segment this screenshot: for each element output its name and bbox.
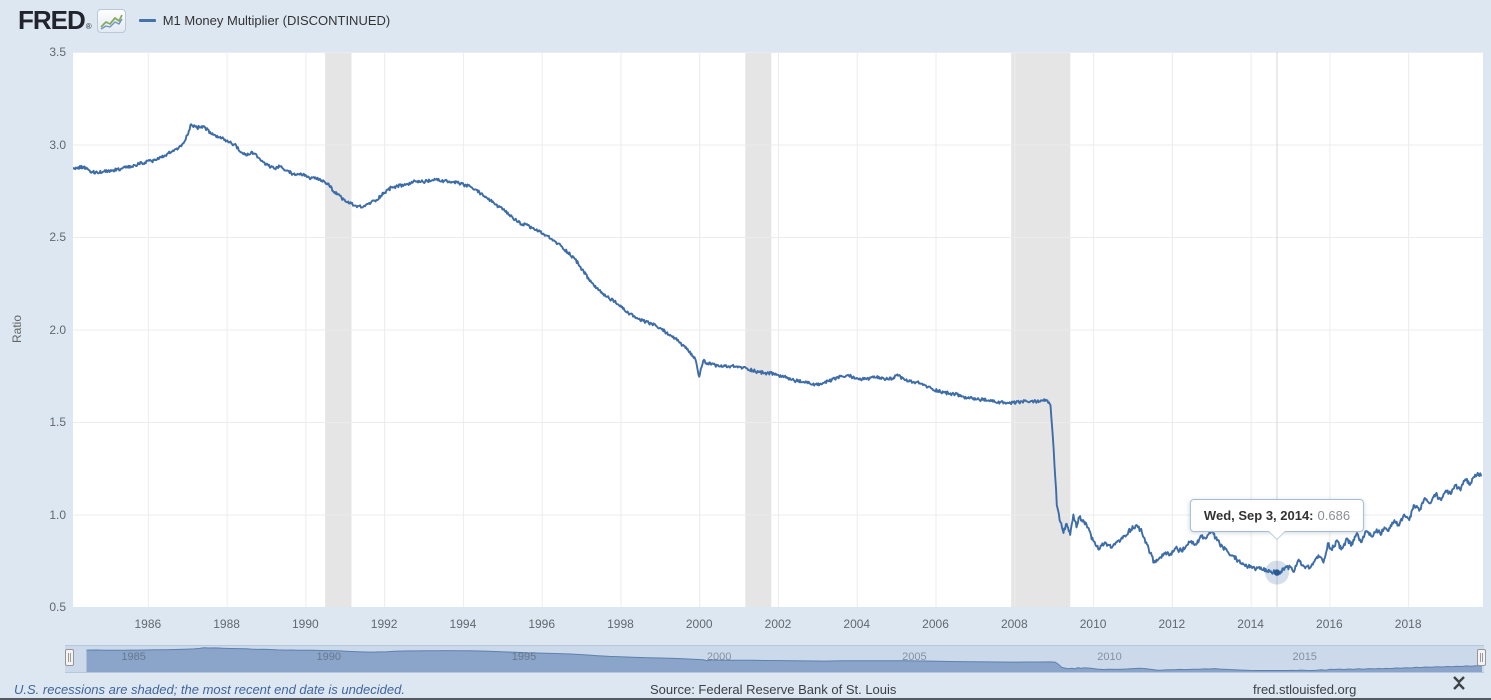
fred-logo-text: FRED	[18, 5, 86, 35]
y-tick-label: 3.0	[49, 137, 66, 152]
legend-line-marker	[138, 18, 156, 22]
navigator-year-label: 2010	[1097, 651, 1122, 663]
y-tick-label: 1.0	[49, 507, 66, 522]
fred-sparkline-icon	[96, 9, 126, 33]
x-tick-label: 1986	[134, 617, 162, 631]
registered-mark: ®	[85, 22, 92, 31]
navigator-mini-chart	[86, 647, 1483, 672]
x-tick-label: 1994	[449, 617, 477, 631]
x-tick-label: 2012	[1158, 617, 1186, 631]
navigator-year-label: 2015	[1292, 651, 1317, 663]
y-tick-label: 2.0	[49, 322, 66, 337]
series-line	[73, 123, 1482, 576]
navigator-year-label: 1985	[121, 651, 146, 663]
x-tick-label: 2016	[1316, 617, 1343, 631]
navigator-handle-left[interactable]	[65, 649, 74, 666]
x-tick-label: 2002	[764, 617, 792, 631]
bottom-border	[0, 698, 1491, 700]
legend: M1 Money Multiplier (DISCONTINUED)	[138, 12, 391, 28]
point-marker	[1273, 569, 1281, 576]
x-tick-label: 2014	[1237, 617, 1264, 631]
navigator-year-label: 1990	[316, 651, 342, 663]
tooltip: Wed, Sep 3, 2014: 0.686	[1189, 499, 1365, 540]
source-text: Source: Federal Reserve Bank of St. Loui…	[650, 682, 897, 697]
site-text: fred.stlouisfed.org	[1253, 682, 1357, 697]
header: FRED ® M1 Money Multiplier (DISCONTINUED…	[0, 0, 1491, 40]
recession-note: U.S. recessions are shaded; the most rec…	[14, 682, 405, 697]
navigator-year-label: 2005	[902, 651, 927, 663]
legend-label: M1 Money Multiplier (DISCONTINUED)	[162, 12, 391, 28]
x-tick-label: 1992	[370, 617, 398, 631]
navigator-line	[86, 647, 1483, 672]
x-tick-label: 1996	[528, 617, 556, 631]
plot-area[interactable]	[73, 52, 1483, 607]
tooltip-value: 0.686	[1317, 508, 1351, 523]
y-tick-label: 1.5	[49, 415, 66, 429]
navigator-area	[86, 647, 1482, 672]
tooltip-date: Wed, Sep 3, 2014:	[1203, 508, 1314, 523]
navigator-year-label: 2000	[706, 651, 732, 663]
footer: U.S. recessions are shaded; the most rec…	[0, 678, 1491, 698]
x-tick-label: 1990	[292, 617, 319, 631]
x-tick-label: 1998	[607, 617, 634, 631]
fred-logo: FRED ®	[18, 7, 139, 33]
y-tick-label: 3.5	[49, 45, 66, 59]
fullscreen-toggle-icon[interactable]	[1450, 674, 1468, 692]
navigator-handle-right[interactable]	[1477, 649, 1486, 666]
x-tick-label: 2004	[843, 617, 871, 631]
range-navigator[interactable]	[65, 645, 1484, 673]
y-tick-label: 2.5	[49, 230, 66, 244]
x-tick-label: 2000	[685, 617, 713, 631]
navigator-year-label: 1995	[511, 651, 537, 663]
y-tick-label: 0.5	[49, 600, 66, 614]
x-tick-label: 2006	[922, 617, 949, 631]
x-tick-label: 2008	[1000, 617, 1028, 631]
x-tick-label: 2010	[1079, 617, 1107, 631]
x-tick-label: 1988	[213, 617, 240, 631]
x-tick-label: 2018	[1394, 617, 1422, 631]
